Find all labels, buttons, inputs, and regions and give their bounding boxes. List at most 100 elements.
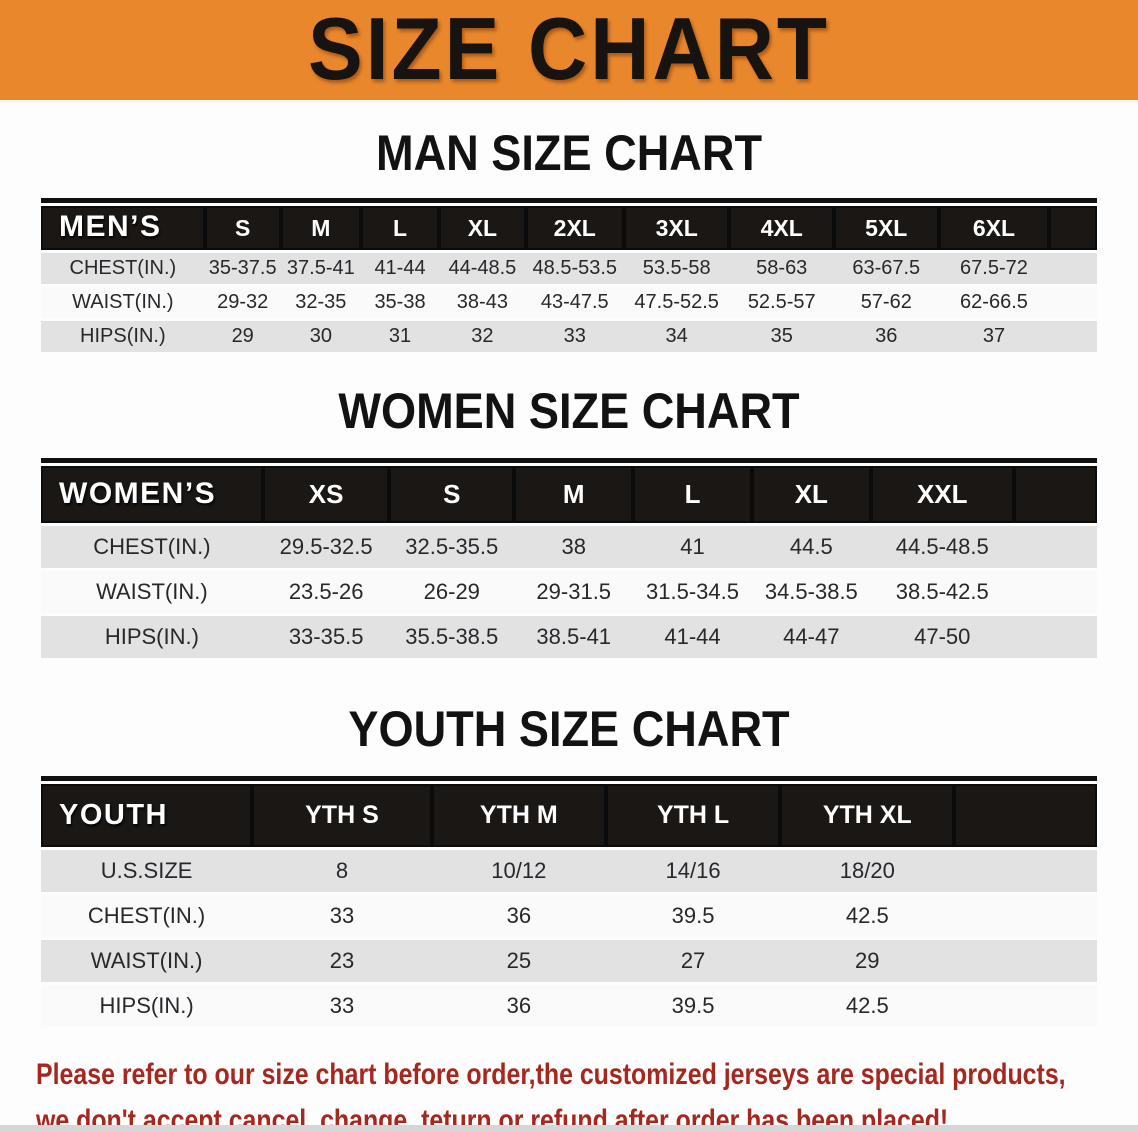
size-value-cell: 29-32 xyxy=(204,287,281,318)
size-value-cell: 41-44 xyxy=(633,616,752,658)
table-row: HIPS(IN.) 33 36 39.5 42.5 xyxy=(41,985,1097,1027)
women-table: WOMEN’S XS S M L XL XXL CHEST(IN.) 29.5-32.5 32.5… xyxy=(41,463,1097,661)
size-value-cell: 38.5-41 xyxy=(514,616,634,658)
size-value-cell: 8 xyxy=(252,850,432,892)
row-spacer-cell xyxy=(954,985,1097,1027)
size-column-header: 2XL xyxy=(525,206,624,250)
size-header-row: WOMEN’S XS S M L XL XXL xyxy=(41,466,1097,523)
size-value-cell: 37 xyxy=(938,321,1050,352)
header-spacer-cell xyxy=(1013,466,1097,523)
size-value-cell: 62-66.5 xyxy=(938,287,1050,318)
row-spacer-cell xyxy=(954,940,1097,982)
size-value-cell: 38 xyxy=(514,526,634,568)
table-row: WAIST(IN.) 23.5-26 26-29 29-31.5 31.5-34.5 34… xyxy=(41,571,1097,613)
size-value-cell: 29.5-32.5 xyxy=(262,526,390,568)
size-value-cell: 37.5-41 xyxy=(280,253,361,284)
size-column-header: M xyxy=(514,466,634,523)
table-row: CHEST(IN.) 29.5-32.5 32.5-35.5 38 41 44.5 44.5… xyxy=(41,526,1097,568)
size-column-header: XL xyxy=(439,206,526,250)
row-spacer-cell xyxy=(954,895,1097,937)
table-row: WAIST(IN.) 23 25 27 29 xyxy=(41,940,1097,982)
banner-title: SIZE CHART xyxy=(308,0,830,99)
size-value-cell: 18/20 xyxy=(780,850,955,892)
size-value-cell: 29 xyxy=(204,321,281,352)
size-value-cell: 36 xyxy=(834,321,939,352)
size-header-row: YOUTH YTH S YTH M YTH L YTH XL xyxy=(41,784,1097,847)
size-column-header: L xyxy=(360,206,440,250)
measure-row-label: HIPS(IN.) xyxy=(41,985,253,1027)
size-value-cell: 23 xyxy=(252,940,432,982)
row-spacer-cell xyxy=(1049,287,1097,318)
size-value-cell: 32 xyxy=(439,321,526,352)
row-spacer-cell xyxy=(1013,616,1097,658)
size-value-cell: 10/12 xyxy=(431,850,606,892)
size-value-cell: 32-35 xyxy=(280,287,361,318)
size-value-cell: 33 xyxy=(252,985,432,1027)
size-value-cell: 27 xyxy=(605,940,781,982)
youth-section-heading: YOUTH SIZE CHART xyxy=(348,700,790,757)
bottom-edge-strip xyxy=(0,1125,1138,1132)
size-value-cell: 38.5-42.5 xyxy=(870,571,1014,613)
measure-row-label: CHEST(IN.) xyxy=(41,253,205,284)
size-column-header: 6XL xyxy=(938,206,1050,250)
size-value-cell: 42.5 xyxy=(780,895,955,937)
size-value-cell: 38-43 xyxy=(439,287,526,318)
row-spacer-cell xyxy=(1049,321,1097,352)
size-value-cell: 35.5-38.5 xyxy=(389,616,515,658)
size-value-cell: 30 xyxy=(280,321,361,352)
size-value-cell: 63-67.5 xyxy=(834,253,939,284)
size-column-header: YTH M xyxy=(431,784,606,847)
measure-row-label: CHEST(IN.) xyxy=(41,895,253,937)
measure-row-label: CHEST(IN.) xyxy=(41,526,263,568)
size-value-cell: 52.5-57 xyxy=(729,287,834,318)
table-row: WAIST(IN.) 29-32 32-35 35-38 38-43 43-47.5 47.… xyxy=(41,287,1097,318)
disclaimer-line-1: Please refer to our size chart before or… xyxy=(36,1058,1066,1091)
size-value-cell: 33 xyxy=(525,321,624,352)
size-value-cell: 32.5-35.5 xyxy=(389,526,515,568)
measure-row-label: HIPS(IN.) xyxy=(41,616,263,658)
row-spacer-cell xyxy=(1013,571,1097,613)
size-column-header: L xyxy=(633,466,752,523)
size-value-cell: 31.5-34.5 xyxy=(633,571,752,613)
order-disclaimer: Please refer to our size chart before or… xyxy=(36,1052,1138,1132)
size-value-cell: 36 xyxy=(431,895,606,937)
size-column-header: YTH S xyxy=(252,784,432,847)
size-value-cell: 44-48.5 xyxy=(439,253,526,284)
size-value-cell: 42.5 xyxy=(780,985,955,1027)
size-value-cell: 29-31.5 xyxy=(514,571,634,613)
size-value-cell: 36 xyxy=(431,985,606,1027)
size-value-cell: 35-37.5 xyxy=(204,253,281,284)
size-column-header: 5XL xyxy=(834,206,939,250)
size-value-cell: 14/16 xyxy=(605,850,781,892)
size-column-header: 4XL xyxy=(729,206,834,250)
size-column-header: S xyxy=(204,206,281,250)
size-value-cell: 48.5-53.5 xyxy=(525,253,624,284)
size-value-cell: 34.5-38.5 xyxy=(751,571,871,613)
size-column-header: YTH XL xyxy=(780,784,955,847)
header-spacer-cell xyxy=(954,784,1097,847)
table-row: CHEST(IN.) 35-37.5 37.5-41 41-44 44-48.5 48.5… xyxy=(41,253,1097,284)
measure-row-label: WAIST(IN.) xyxy=(41,940,253,982)
youth-table: YOUTH YTH S YTH M YTH L YTH XL U.S.SIZE 8 10/12… xyxy=(41,781,1097,1030)
header-spacer-cell xyxy=(1049,206,1097,250)
man-section-heading: MAN SIZE CHART xyxy=(375,124,763,181)
size-column-header: YTH L xyxy=(605,784,781,847)
size-value-cell: 44.5-48.5 xyxy=(870,526,1014,568)
measure-row-label: U.S.SIZE xyxy=(41,850,253,892)
size-column-header: M xyxy=(280,206,361,250)
size-value-cell: 29 xyxy=(780,940,955,982)
youth-size-table: YOUTH YTH S YTH M YTH L YTH XL U.S.SIZE 8 10/12… xyxy=(41,776,1097,1030)
size-value-cell: 35 xyxy=(729,321,834,352)
size-value-cell: 34 xyxy=(623,321,730,352)
measure-row-label: WAIST(IN.) xyxy=(41,571,263,613)
size-value-cell: 58-63 xyxy=(729,253,834,284)
size-value-cell: 41 xyxy=(633,526,752,568)
size-value-cell: 26-29 xyxy=(389,571,515,613)
size-value-cell: 53.5-58 xyxy=(623,253,730,284)
size-value-cell: 44.5 xyxy=(751,526,871,568)
size-value-cell: 67.5-72 xyxy=(938,253,1050,284)
row-spacer-cell xyxy=(1013,526,1097,568)
size-column-header: XS xyxy=(262,466,390,523)
table-corner-label: WOMEN’S xyxy=(41,466,263,523)
